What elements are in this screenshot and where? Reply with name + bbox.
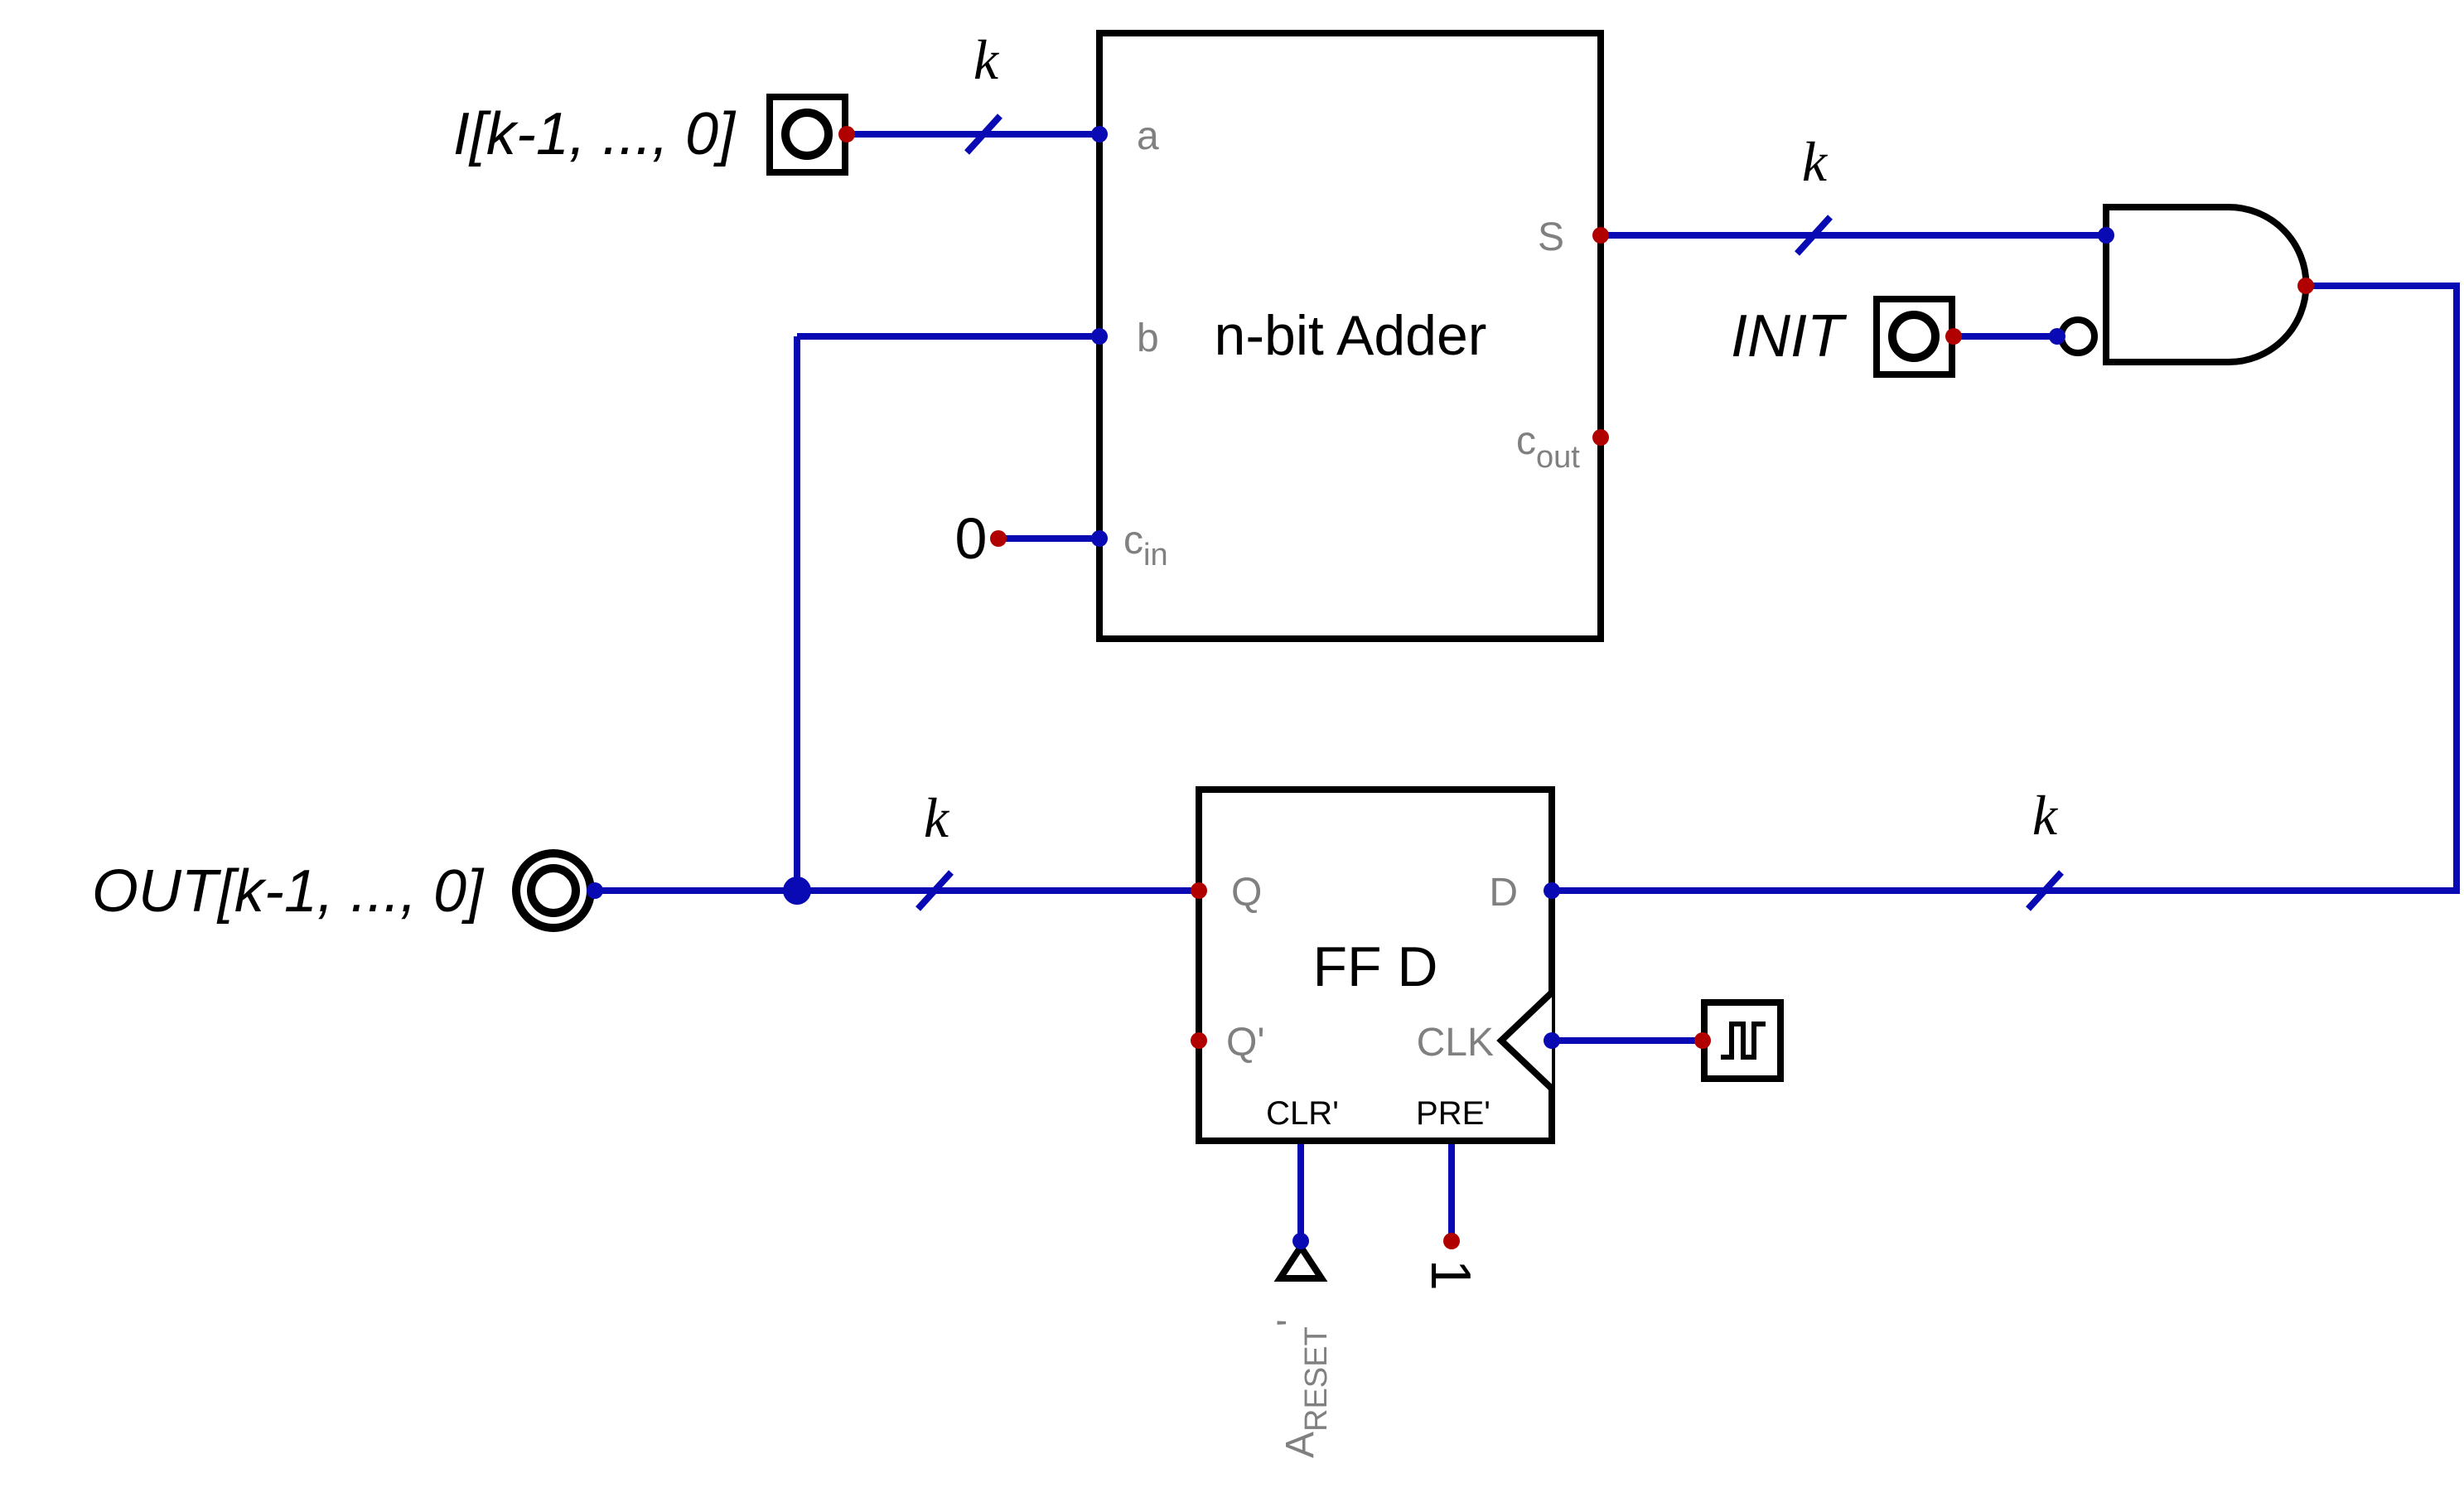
ff-d-pin-q[interactable]	[1191, 882, 1207, 899]
wire-and-to-d	[1552, 283, 2460, 894]
wires	[595, 131, 2460, 1241]
input-i[interactable]: I[k-1, ..., 0]	[453, 94, 855, 176]
adder-pin-cin[interactable]	[1091, 530, 1108, 547]
adder-port-s: S	[1538, 215, 1564, 259]
adder-pin-b[interactable]	[1091, 328, 1108, 345]
junction-dot	[783, 877, 811, 905]
bus-width-label-s: k	[1802, 130, 1829, 193]
bus-slash-s	[1795, 215, 1833, 256]
constant-one-pin[interactable]	[1443, 1233, 1460, 1249]
adder-port-a: a	[1137, 114, 1159, 158]
input-init-ring-icon	[1888, 311, 1940, 362]
adder-port-cout: cout	[1516, 419, 1580, 475]
adder-port-cin-sub: in	[1143, 538, 1168, 572]
ff-d-pin-clk[interactable]	[1544, 1032, 1560, 1049]
reset-input[interactable]: ARESET'	[1270, 1233, 1334, 1458]
input-init-label: INIT	[1731, 303, 1848, 370]
ff-d-pin-d[interactable]	[1544, 882, 1560, 899]
adder-pin-cout[interactable]	[1592, 429, 1609, 446]
ff-d-port-q: Q	[1231, 871, 1262, 915]
ff-d-port-qn: Q'	[1226, 1021, 1265, 1065]
adder-body[interactable]	[1096, 30, 1604, 642]
adder-port-b: b	[1137, 316, 1159, 360]
adder-port-cout-sub: out	[1536, 440, 1580, 475]
and-gate-pin-b[interactable]	[2049, 328, 2065, 345]
adder-port-cin-main: c	[1123, 519, 1143, 563]
input-i-box[interactable]	[766, 94, 848, 176]
ff-d-port-pre: PRE'	[1416, 1095, 1490, 1132]
bus-width-label-q: k	[924, 786, 950, 849]
input-init[interactable]: INIT	[1731, 296, 1962, 378]
bus-slash-q	[916, 870, 954, 911]
input-init-box[interactable]	[1873, 296, 1955, 378]
ff-d-pin-qn[interactable]	[1191, 1032, 1207, 1049]
input-i-pin[interactable]	[838, 126, 855, 142]
ff-d-title: FF D	[1312, 935, 1437, 998]
reset-label-main: A	[1278, 1432, 1322, 1458]
and-gate-pin-a[interactable]	[2098, 227, 2114, 244]
adder-port-cout-main: c	[1516, 419, 1536, 463]
ff-d-block[interactable]: FF D Q Q' D CLK CLR' PRE'	[1191, 786, 1560, 1144]
ff-d-port-d: D	[1489, 871, 1518, 915]
input-i-ring-icon	[781, 109, 833, 160]
constant-zero-label: 0	[955, 506, 988, 571]
output-out-label: OUT[k-1, ..., 0]	[92, 858, 485, 925]
adder-port-cin: cin	[1123, 519, 1168, 572]
adder-title: n-bit Adder	[1215, 304, 1487, 367]
output-out-inner-ring-icon	[527, 864, 580, 917]
output-out-pin[interactable]	[587, 882, 603, 899]
constant-one: 1	[1419, 1233, 1482, 1291]
and-gate[interactable]	[2049, 204, 2314, 365]
input-i-label: I[k-1, ..., 0]	[453, 101, 737, 167]
reset-triangle-icon[interactable]	[1273, 1240, 1328, 1282]
constant-one-label: 1	[1419, 1259, 1482, 1291]
reset-pin[interactable]	[1292, 1233, 1309, 1249]
reset-label-prime: '	[1270, 1319, 1314, 1326]
adder-pin-a[interactable]	[1091, 126, 1108, 142]
ff-d-port-clk: CLK	[1417, 1021, 1494, 1065]
and-gate-pin-out[interactable]	[2297, 278, 2314, 294]
ff-d-port-clr: CLR'	[1266, 1095, 1339, 1132]
ff-d-clock-triangle	[1496, 990, 1554, 1091]
adder-pin-s[interactable]	[1592, 227, 1609, 244]
reset-label: ARESET'	[1270, 1319, 1334, 1458]
bus-width-label-i: k	[974, 28, 1000, 91]
bus-width-label-d: k	[2032, 784, 2059, 847]
bus-markers: k k k k	[916, 28, 2064, 911]
constant-zero-pin[interactable]	[990, 530, 1007, 547]
bus-slash-i	[964, 114, 1003, 155]
reset-label-sub: RESET	[1299, 1326, 1334, 1432]
bus-slash-d	[2026, 870, 2064, 911]
clock-pin[interactable]	[1694, 1032, 1711, 1049]
and-gate-invert-bubble	[2058, 316, 2098, 356]
output-out[interactable]: OUT[k-1, ..., 0]	[92, 849, 811, 932]
adder-block[interactable]: n-bit Adder a b S cin cout	[1091, 30, 1609, 642]
and-gate-body[interactable]	[2103, 204, 2310, 365]
ff-d-body[interactable]	[1196, 786, 1555, 1144]
clock-waveform-icon	[1721, 1022, 1766, 1060]
constant-zero: 0	[955, 506, 1007, 571]
clock-source[interactable]	[1694, 999, 1784, 1082]
wire-out-to-b	[794, 333, 1099, 891]
input-init-pin[interactable]	[1945, 328, 1962, 345]
